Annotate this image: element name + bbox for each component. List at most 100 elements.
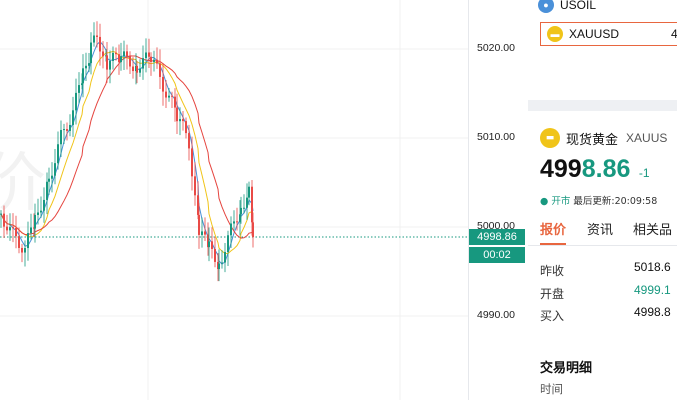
candle xyxy=(60,120,62,157)
candle xyxy=(102,41,104,69)
candle xyxy=(204,217,206,241)
candle xyxy=(207,222,209,256)
market-status-text: 开市 xyxy=(551,196,571,207)
y-tick-label: 4990.00 xyxy=(477,309,515,321)
candle xyxy=(198,203,200,249)
candle xyxy=(182,110,184,131)
candle xyxy=(233,210,235,230)
candle xyxy=(93,22,95,47)
candle xyxy=(106,42,108,83)
candle-body xyxy=(194,176,196,196)
candle-body xyxy=(227,235,229,252)
candle xyxy=(21,243,23,263)
candle xyxy=(54,148,56,185)
candle-body xyxy=(148,52,150,57)
candle-body xyxy=(85,65,87,69)
price-change: -1 xyxy=(638,166,650,180)
candle-body xyxy=(239,214,241,222)
candle xyxy=(120,42,122,71)
candle-body xyxy=(174,96,176,108)
candle-body xyxy=(142,58,144,69)
candle-body xyxy=(150,56,152,62)
candle-body xyxy=(46,181,48,200)
candle xyxy=(145,38,147,73)
quote-card: ▬ 现货黄金 XAUUS 4998.86 -1 ● 开市 最后更新:20:09:… xyxy=(528,111,677,400)
candle-body xyxy=(182,119,184,122)
trades-col-time: 时间 xyxy=(540,382,563,396)
candle xyxy=(174,88,176,122)
candle xyxy=(99,23,101,66)
price-main: 499 xyxy=(540,155,582,183)
candle xyxy=(191,136,193,191)
price-axis: 5020.00 5010.00 5000.00 4990.00 4998.86 … xyxy=(468,0,529,400)
candle-body xyxy=(66,129,68,131)
candle-body xyxy=(153,59,155,62)
candle-body xyxy=(204,231,206,235)
candle-body xyxy=(168,95,170,98)
candle-body xyxy=(72,110,74,125)
right-panel: ● USOIL ▬ XAUUSD 4 ▬ 现货黄金 XAUUS 4998.86 … xyxy=(528,0,677,400)
candle xyxy=(88,53,90,73)
quote-header: ▬ 现货黄金 XAUUS xyxy=(540,128,667,148)
status-dot-icon: ● xyxy=(540,196,549,207)
candle-body xyxy=(243,207,245,209)
market-status: ● 开市 最后更新:20:09:58 xyxy=(540,193,657,207)
candle-body xyxy=(15,227,17,237)
candle-body xyxy=(233,221,235,224)
candle-body xyxy=(78,85,80,93)
candle xyxy=(208,227,210,262)
candle-body xyxy=(21,247,23,253)
candle-body xyxy=(24,248,26,253)
candle-body xyxy=(139,68,141,73)
candle-body xyxy=(240,207,242,215)
candle xyxy=(63,123,65,145)
candle-body xyxy=(18,236,20,248)
quote-row-value: 4998.8 xyxy=(634,305,671,319)
candle xyxy=(171,91,173,109)
candle-body xyxy=(129,56,131,67)
candle xyxy=(240,196,242,224)
chart-grid xyxy=(0,0,468,400)
quote-row: 昨收 5018.6 xyxy=(540,260,677,279)
chart-canvas[interactable]: 价 xyxy=(0,0,468,400)
candle-body xyxy=(43,199,45,211)
candle xyxy=(165,80,167,108)
countdown-tag: 00:02 xyxy=(469,247,525,263)
trades-title: 交易明细 xyxy=(540,361,593,376)
candle-body xyxy=(57,144,59,164)
candle xyxy=(69,114,71,137)
candle-body xyxy=(102,51,104,57)
candle-body xyxy=(0,213,2,215)
candle-body xyxy=(236,221,238,223)
candle xyxy=(48,167,50,195)
tab-news[interactable]: 资讯 xyxy=(587,223,614,238)
candle xyxy=(227,230,229,266)
candle-body xyxy=(132,66,134,72)
tab-quote[interactable]: 报价 xyxy=(540,219,567,245)
candle xyxy=(243,194,245,214)
candle-body xyxy=(145,52,147,59)
tab-related[interactable]: 相关品 xyxy=(633,223,673,238)
candle-body xyxy=(248,186,250,198)
candle xyxy=(153,50,155,72)
watchlist-item-xauusd[interactable]: ▬ XAUUSD 4 xyxy=(540,22,677,46)
candle xyxy=(78,72,80,104)
candle-body xyxy=(176,107,178,122)
watchlist-item-usoil[interactable]: ● USOIL xyxy=(538,0,677,18)
candle xyxy=(246,183,248,220)
candle-body xyxy=(30,227,32,234)
watchlist-card: ● USOIL ▬ XAUUSD 4 xyxy=(528,0,677,100)
watchlist-value: 4 xyxy=(671,27,677,41)
quote-name: 现货黄金 xyxy=(566,132,619,148)
candle-body xyxy=(191,148,193,177)
candle-body xyxy=(120,56,122,63)
candle-body xyxy=(162,76,164,92)
candlestick-chart[interactable]: 价 xyxy=(0,0,468,400)
candle-body xyxy=(54,163,56,176)
quote-symbol: XAUUS xyxy=(626,131,668,145)
candle xyxy=(118,44,120,75)
candle-body xyxy=(75,92,77,111)
candle xyxy=(75,78,77,125)
tab-divider xyxy=(528,245,677,246)
candle-body xyxy=(165,91,167,98)
